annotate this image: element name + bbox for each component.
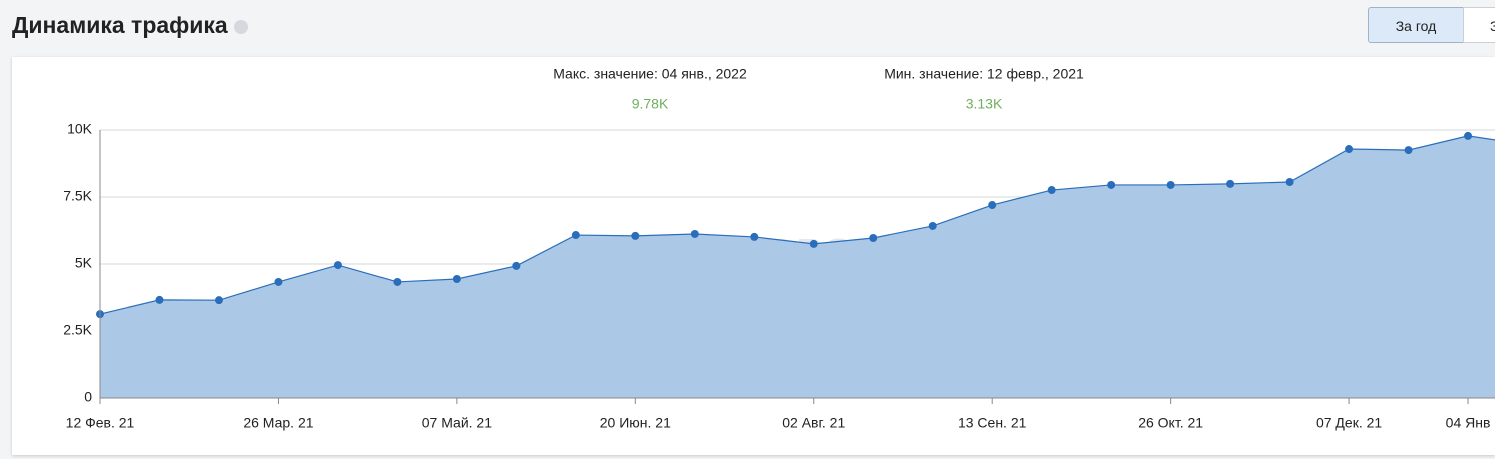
- min-label: Мин. значение: 12 февр., 2021: [884, 66, 1084, 82]
- point: [928, 221, 937, 230]
- point: [571, 231, 580, 240]
- point: [869, 234, 878, 243]
- x-tick-label: 20 Июн. 21: [600, 415, 671, 431]
- x-tick-label: 07 Дек. 21: [1316, 415, 1382, 431]
- y-tick-label: 5K: [75, 255, 93, 271]
- point: [393, 277, 402, 286]
- point: [1226, 179, 1235, 188]
- point: [274, 277, 283, 286]
- x-tick-label: 04 Янв: [1446, 415, 1491, 431]
- point: [214, 296, 223, 305]
- point: [1107, 180, 1116, 189]
- info-icon[interactable]: [233, 19, 248, 34]
- point: [1166, 180, 1175, 189]
- y-tick-label: 2.5K: [63, 322, 92, 338]
- max-value: 9.78K: [632, 96, 669, 112]
- x-tick-label: 26 Окт. 21: [1138, 415, 1203, 431]
- max-label: Макс. значение: 04 янв., 2022: [553, 66, 747, 82]
- point: [690, 229, 699, 238]
- point: [512, 261, 521, 270]
- point: [1285, 177, 1294, 186]
- x-tick-label: 13 Сен. 21: [958, 415, 1027, 431]
- y-tick-label: 0: [84, 389, 92, 405]
- point: [750, 232, 759, 241]
- title-text: Динамика трафика: [12, 12, 228, 38]
- x-tick-label: 02 Авг. 21: [782, 415, 845, 431]
- x-tick-label: 26 Мар. 21: [243, 415, 313, 431]
- y-tick-label: 7.5K: [63, 188, 92, 204]
- min-value: 3.13K: [966, 96, 1003, 112]
- period-button[interactable]: З: [1463, 7, 1495, 43]
- point: [1404, 146, 1413, 155]
- point: [631, 231, 640, 240]
- page-title: Динамика трафика: [12, 12, 248, 39]
- point: [1047, 186, 1056, 195]
- point: [1464, 131, 1473, 140]
- point: [809, 239, 818, 248]
- x-tick-label: 07 Май. 21: [422, 415, 492, 431]
- y-tick-label: 10K: [67, 121, 93, 137]
- point: [333, 261, 342, 270]
- period-button[interactable]: За год: [1368, 7, 1464, 43]
- point: [1345, 145, 1354, 154]
- point: [452, 275, 461, 284]
- point: [155, 295, 164, 304]
- area: [100, 135, 1495, 398]
- x-tick-label: 12 Фев. 21: [66, 415, 135, 431]
- point: [988, 201, 997, 210]
